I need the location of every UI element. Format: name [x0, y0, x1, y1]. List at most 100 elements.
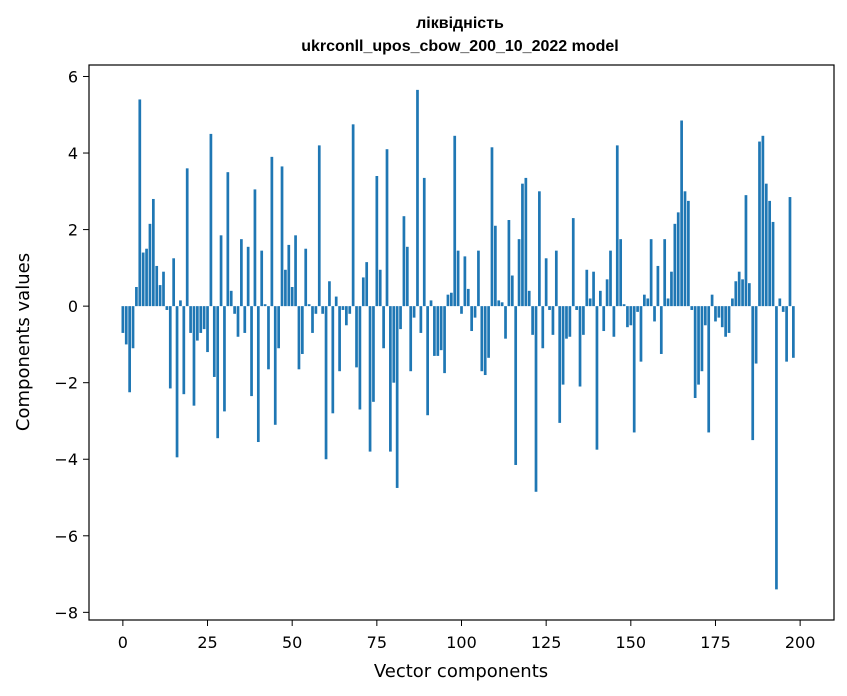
bar-85 [409, 306, 412, 371]
bar-147 [619, 239, 622, 306]
x-tick-label: 50 [282, 633, 302, 652]
bar-51 [294, 235, 297, 306]
x-tick-label: 125 [531, 633, 562, 652]
bar-114 [508, 220, 511, 306]
bar-89 [423, 178, 426, 306]
y-tick-label: −6 [54, 527, 78, 546]
bar-39 [254, 189, 257, 306]
plot-frame [89, 65, 834, 620]
bar-32 [230, 291, 233, 306]
bar-177 [721, 306, 724, 327]
bar-167 [687, 201, 690, 306]
bar-46 [277, 306, 280, 348]
bar-123 [538, 191, 541, 306]
bar-45 [274, 306, 277, 425]
bar-69 [355, 306, 358, 367]
bar-195 [782, 306, 785, 312]
bar-73 [369, 306, 372, 451]
bar-110 [494, 226, 497, 306]
bar-81 [396, 306, 399, 488]
bar-42 [264, 304, 267, 306]
bar-175 [714, 306, 717, 321]
bar-111 [497, 300, 500, 306]
bar-121 [531, 306, 534, 335]
bar-158 [657, 266, 660, 306]
bar-77 [382, 306, 385, 348]
bar-168 [690, 306, 693, 310]
bar-37 [247, 247, 250, 306]
bar-79 [389, 306, 392, 451]
bar-161 [667, 298, 670, 306]
bar-139 [592, 272, 595, 306]
bar-97 [450, 293, 453, 306]
y-tick-label: −8 [54, 603, 78, 622]
bar-155 [646, 298, 649, 306]
y-tick-label: 6 [68, 67, 78, 86]
x-axis-ticks: 0 25 50 75 100 125 150 175 200 [118, 620, 816, 652]
bar-92 [433, 306, 436, 356]
bar-33 [233, 306, 236, 314]
bar-126 [548, 306, 551, 310]
y-tick-label: 4 [68, 144, 78, 163]
bar-86 [413, 306, 416, 317]
bar-100 [460, 306, 463, 314]
bar-94 [440, 306, 443, 350]
bar-184 [745, 195, 748, 306]
bar-187 [755, 306, 758, 363]
bar-5 [138, 99, 141, 306]
bar-6 [142, 253, 145, 307]
bar-105 [477, 251, 480, 307]
bar-47 [281, 166, 284, 306]
bar-14 [169, 306, 172, 388]
bar-28 [216, 306, 219, 438]
bar-44 [271, 157, 274, 306]
bar-11 [159, 285, 162, 306]
bar-151 [633, 306, 636, 432]
bar-52 [298, 306, 301, 369]
bar-50 [291, 287, 294, 306]
bar-181 [734, 281, 737, 306]
bar-38 [250, 306, 253, 396]
bar-43 [267, 306, 270, 369]
bar-72 [365, 262, 368, 306]
bar-48 [284, 270, 287, 306]
bar-180 [731, 298, 734, 306]
bar-128 [555, 251, 558, 307]
bar-62 [331, 306, 334, 413]
x-tick-label: 150 [616, 633, 647, 652]
bar-152 [636, 306, 639, 312]
bar-127 [552, 306, 555, 335]
bar-104 [474, 306, 477, 317]
bar-198 [792, 306, 795, 358]
bar-132 [569, 306, 572, 337]
bar-3 [132, 306, 135, 348]
bar-20 [189, 306, 192, 333]
bar-9 [152, 199, 155, 306]
y-tick-label: 0 [68, 297, 78, 316]
bar-196 [785, 306, 788, 362]
bar-1 [125, 306, 128, 344]
bar-41 [260, 251, 263, 307]
bar-58 [318, 145, 321, 306]
bar-82 [399, 306, 402, 329]
bar-164 [677, 212, 680, 306]
x-tick-label: 100 [446, 633, 477, 652]
bar-30 [223, 306, 226, 411]
bar-115 [511, 276, 514, 307]
bar-74 [372, 306, 375, 402]
bar-35 [240, 239, 243, 306]
bar-99 [457, 251, 460, 307]
bar-153 [640, 306, 643, 362]
bar-56 [311, 306, 314, 333]
bar-131 [565, 306, 568, 339]
bar-162 [670, 272, 673, 306]
bar-29 [220, 235, 223, 306]
bar-176 [718, 306, 721, 317]
bar-64 [338, 306, 341, 371]
bar-129 [558, 306, 561, 423]
bar-84 [406, 247, 409, 306]
bar-169 [694, 306, 697, 398]
y-axis-label: Components values [13, 253, 34, 431]
bar-78 [386, 149, 389, 306]
bar-116 [514, 306, 517, 465]
